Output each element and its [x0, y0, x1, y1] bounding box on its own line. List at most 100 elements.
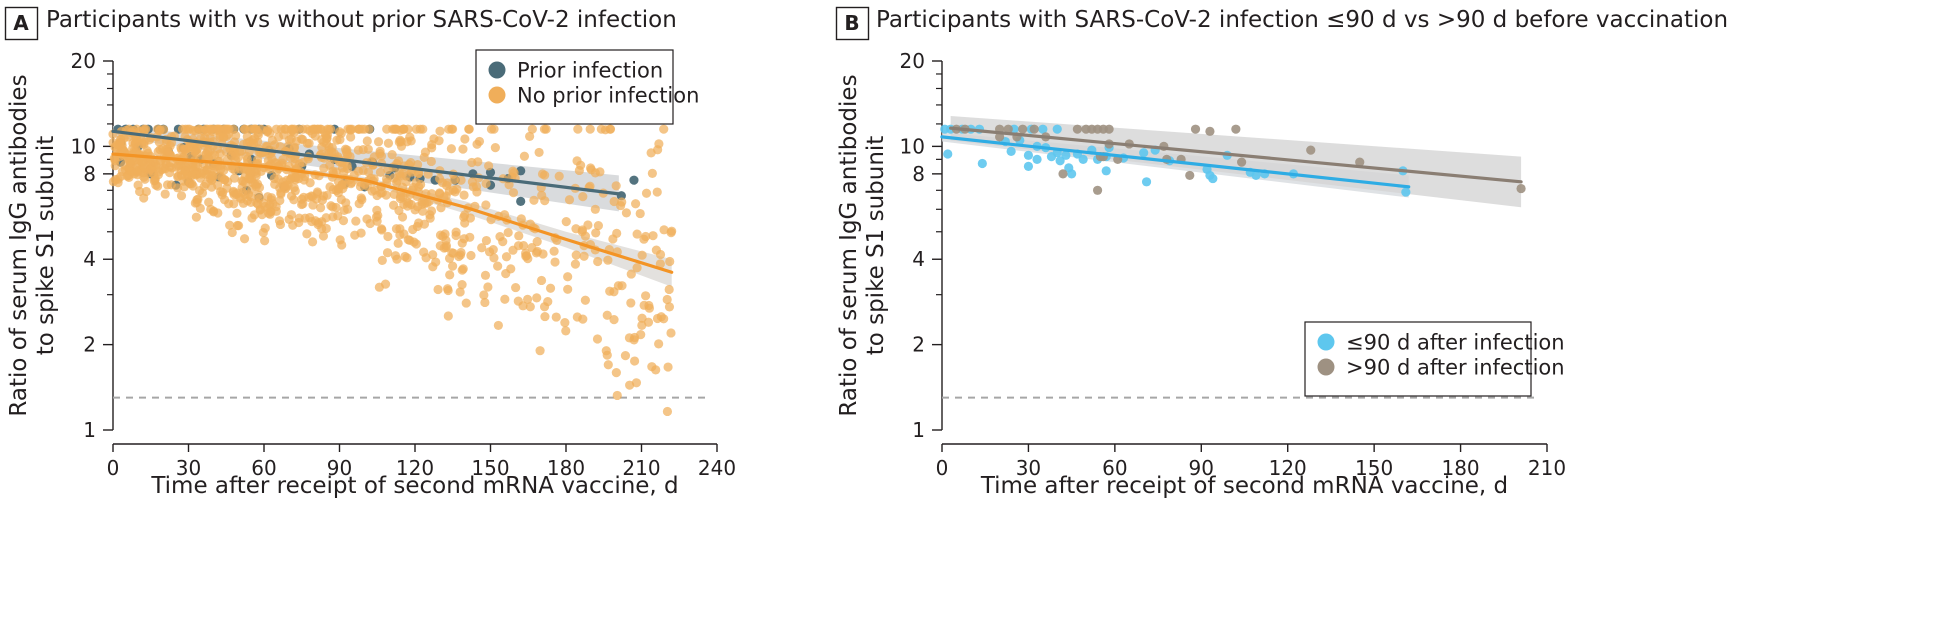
data-point: [1401, 187, 1411, 197]
data-point: [1101, 166, 1111, 176]
data-point: [611, 181, 621, 191]
data-point: [444, 253, 455, 263]
data-point: [655, 259, 665, 269]
data-point: [362, 136, 372, 146]
data-point: [287, 125, 297, 135]
legend-box: [1304, 321, 1532, 397]
data-point: [229, 173, 240, 183]
data-point: [648, 231, 658, 241]
data-point: [328, 202, 338, 212]
data-point: [307, 216, 317, 227]
data-point: [635, 208, 645, 219]
data-point: [271, 206, 281, 216]
data-point: [346, 132, 356, 142]
data-point: [1032, 154, 1042, 164]
data-point: [448, 261, 458, 271]
data-point: [1208, 173, 1218, 184]
data-point: [605, 124, 615, 134]
x-tick-label: 210: [1528, 456, 1566, 480]
data-point: [338, 216, 349, 226]
data-point: [629, 356, 640, 366]
data-point: [419, 219, 430, 229]
legend-label-2: >90 d after infection: [1346, 356, 1565, 380]
panel-label-box: [835, 6, 870, 41]
data-point: [537, 190, 547, 201]
x-tick-label: 120: [1269, 456, 1307, 480]
legend-marker-2: [488, 86, 506, 104]
data-point: [603, 360, 613, 370]
data-point: [605, 286, 615, 296]
series-2-points: [108, 124, 677, 417]
data-point: [292, 136, 302, 146]
data-point: [265, 128, 275, 138]
data-point: [652, 187, 662, 197]
data-point: [601, 346, 611, 356]
data-point: [404, 198, 414, 208]
data-point: [554, 171, 564, 181]
y-tick-label: 1: [83, 418, 96, 442]
data-point: [131, 146, 142, 156]
data-point: [636, 329, 646, 340]
data-point: [659, 225, 669, 235]
data-point: [647, 362, 657, 372]
data-point: [369, 152, 379, 162]
data-point: [153, 124, 163, 134]
data-point: [215, 186, 226, 197]
data-point: [339, 205, 349, 215]
x-axis-title: Time after receipt of second mRNA vaccin…: [150, 473, 678, 499]
data-point: [308, 124, 318, 134]
data-point: [603, 255, 613, 265]
data-point: [461, 298, 471, 308]
data-point: [561, 217, 571, 227]
data-point: [477, 243, 487, 253]
data-point: [192, 197, 202, 208]
data-point: [646, 148, 656, 158]
data-point: [580, 295, 590, 305]
data-point: [513, 296, 523, 306]
data-point: [207, 171, 217, 181]
data-point: [192, 144, 202, 154]
data-point: [612, 228, 622, 238]
data-point: [411, 239, 421, 249]
data-point: [294, 213, 304, 223]
data-point: [260, 223, 270, 233]
trend-line-1: [940, 135, 1411, 189]
data-point: [571, 250, 581, 260]
data-point: [233, 220, 244, 231]
x-tick-label: 240: [698, 456, 736, 480]
data-point: [637, 320, 647, 330]
data-point: [662, 406, 673, 417]
data-point: [560, 318, 570, 328]
data-point: [405, 132, 415, 142]
data-point: [490, 143, 500, 153]
data-point: [334, 184, 344, 194]
data-point: [229, 137, 240, 147]
data-point: [176, 191, 187, 201]
data-point: [665, 256, 675, 267]
data-point: [602, 310, 612, 320]
data-point: [191, 212, 201, 222]
data-point: [436, 203, 446, 213]
data-point: [473, 157, 483, 167]
data-point: [228, 164, 238, 174]
data-point: [315, 203, 326, 213]
data-point: [140, 174, 150, 184]
data-point: [435, 126, 445, 136]
data-point: [466, 250, 476, 261]
data-point: [626, 298, 636, 308]
data-point: [535, 346, 545, 356]
data-point: [659, 124, 669, 134]
data-point: [1058, 169, 1068, 179]
data-point: [125, 156, 136, 166]
data-point: [451, 227, 461, 237]
data-point: [585, 124, 595, 134]
data-point: [620, 350, 631, 361]
data-point: [278, 154, 288, 165]
x-tick-label: 30: [176, 456, 201, 480]
data-point: [321, 213, 331, 223]
data-point: [346, 179, 356, 189]
data-point: [465, 232, 475, 242]
data-point: [1306, 145, 1316, 155]
legend: ≤90 d after infection>90 d after infecti…: [1304, 321, 1565, 397]
